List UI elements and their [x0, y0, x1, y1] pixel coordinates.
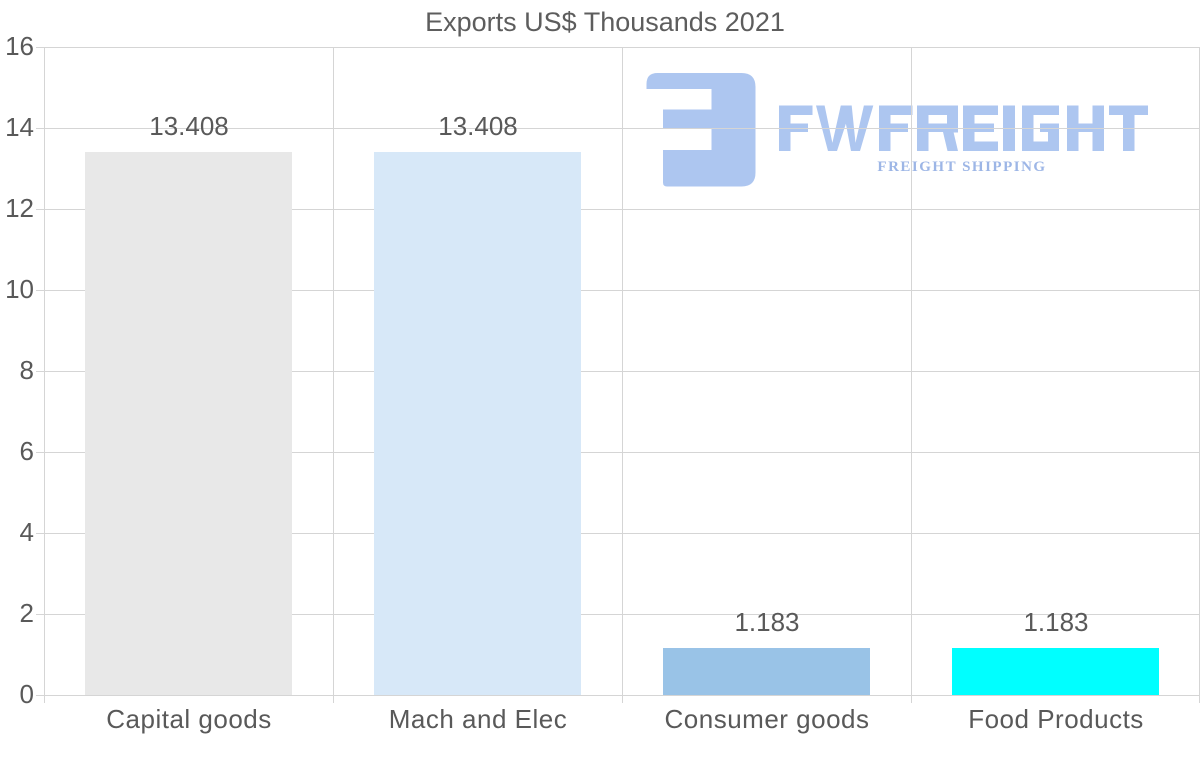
svg-text:FREIGHT SHIPPING: FREIGHT SHIPPING: [877, 159, 1046, 175]
